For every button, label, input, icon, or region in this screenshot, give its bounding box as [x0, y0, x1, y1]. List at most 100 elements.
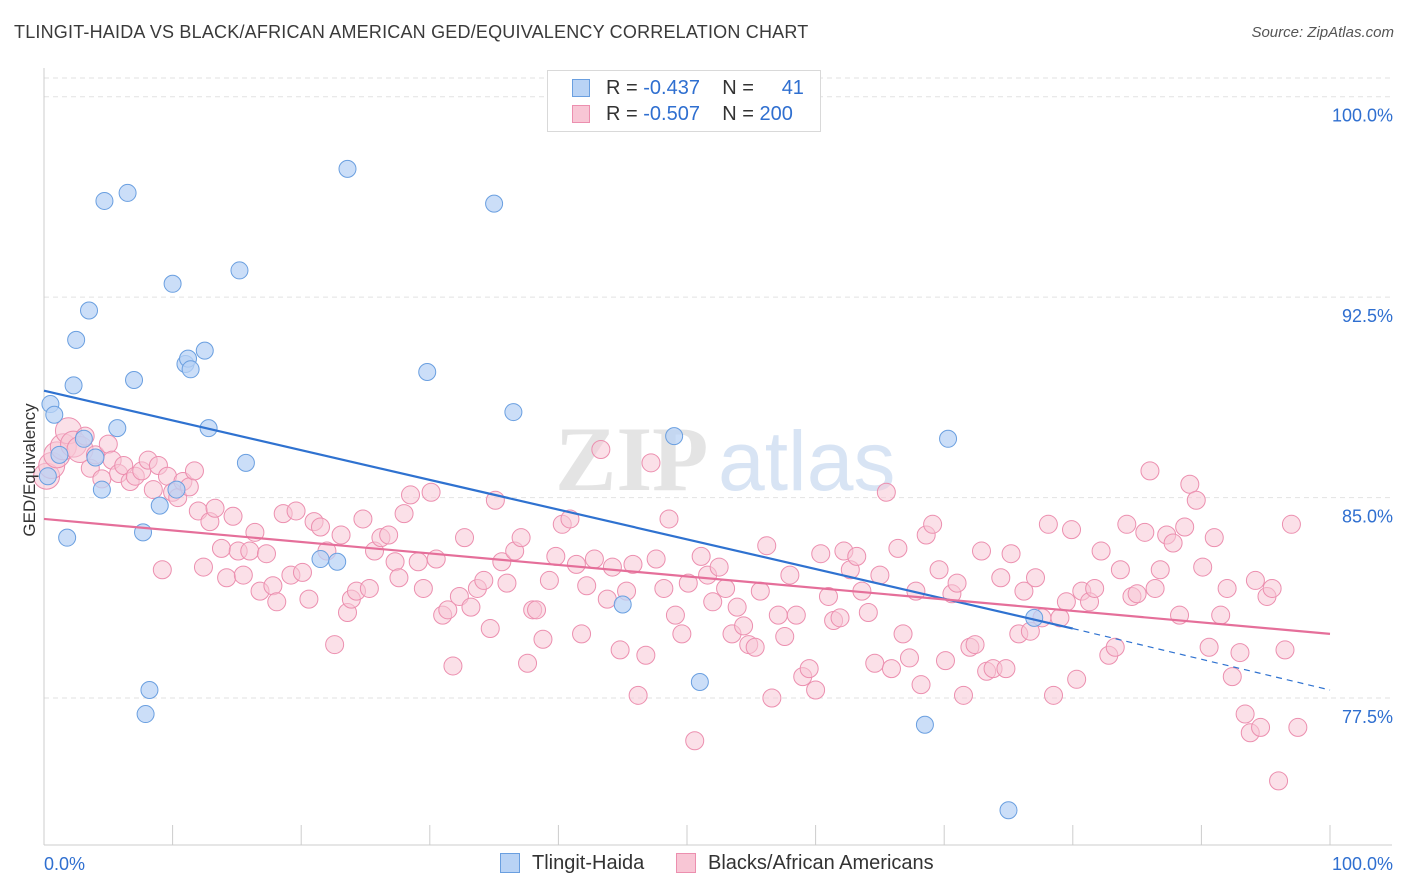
point-black-african-american	[385, 552, 405, 572]
point-tlingit-haida	[418, 362, 437, 381]
point-black-african-american	[1062, 520, 1082, 540]
point-black-african-american	[646, 549, 666, 569]
point-black-african-american	[876, 482, 896, 502]
point-tlingit-haida	[38, 467, 57, 486]
point-black-african-american	[865, 653, 885, 673]
point-black-african-american	[654, 578, 674, 598]
point-black-african-american	[888, 538, 908, 558]
point-black-african-american	[511, 528, 531, 548]
point-tlingit-haida	[665, 427, 684, 446]
point-tlingit-haida	[108, 419, 127, 438]
point-black-african-american	[518, 653, 538, 673]
point-black-african-american	[1230, 643, 1250, 663]
watermark-zip: ZIP	[555, 408, 708, 510]
point-black-african-american	[474, 570, 494, 590]
point-black-african-american	[292, 562, 312, 582]
point-black-african-american	[881, 659, 901, 679]
point-black-african-american	[893, 624, 913, 644]
y-tick-label: 85.0%	[1342, 507, 1393, 527]
point-tlingit-haida	[939, 429, 958, 448]
point-tlingit-haida	[181, 360, 200, 379]
point-tlingit-haida	[230, 261, 249, 280]
point-black-african-american	[847, 546, 867, 566]
chart-source: Source: ZipAtlas.com	[1251, 24, 1394, 41]
r-value-tlingit: -0.437	[643, 77, 700, 99]
point-black-african-american	[1199, 637, 1219, 657]
point-black-african-american	[750, 581, 770, 601]
point-black-african-american	[1056, 592, 1076, 612]
trendline-tlingit-haida-extension	[1072, 627, 1331, 691]
point-black-african-american	[408, 552, 428, 572]
point-tlingit-haida	[140, 681, 159, 699]
point-black-african-american	[1217, 578, 1237, 598]
point-tlingit-haida	[328, 552, 347, 571]
point-black-african-american	[703, 592, 723, 612]
point-black-african-american	[659, 509, 679, 529]
point-black-african-american	[971, 541, 991, 561]
x-tick-label: 100.0%	[1332, 854, 1393, 874]
point-tlingit-haida	[504, 403, 523, 422]
point-black-african-american	[628, 685, 648, 705]
point-black-african-american	[665, 605, 685, 625]
point-tlingit-haida	[915, 715, 934, 734]
n-label: N =	[722, 77, 754, 99]
point-black-african-american	[401, 485, 421, 505]
point-black-african-american	[818, 586, 838, 606]
point-black-african-american	[1026, 568, 1046, 588]
point-black-african-american	[1222, 667, 1242, 687]
point-black-african-american	[359, 578, 379, 598]
point-black-african-american	[899, 648, 919, 668]
point-black-african-american	[1175, 517, 1195, 537]
point-black-african-american	[1067, 669, 1087, 689]
point-black-african-american	[533, 629, 553, 649]
point-black-african-american	[1288, 717, 1308, 737]
point-black-african-american	[527, 600, 547, 620]
point-black-african-american	[205, 498, 225, 518]
point-tlingit-haida	[86, 448, 105, 467]
point-black-african-american	[572, 624, 592, 644]
point-tlingit-haida	[58, 528, 77, 547]
point-black-african-american	[413, 578, 433, 598]
r-label: R =	[606, 77, 638, 99]
y-tick-label: 100.0%	[1332, 106, 1393, 126]
point-black-african-american	[602, 557, 622, 577]
point-black-african-american	[389, 568, 409, 588]
point-tlingit-haida	[80, 301, 99, 320]
point-black-african-american	[597, 589, 617, 609]
point-black-african-american	[610, 640, 630, 660]
point-black-african-american	[566, 554, 586, 574]
point-black-african-american	[1110, 560, 1130, 580]
point-tlingit-haida	[236, 453, 255, 472]
point-black-african-american	[1001, 544, 1021, 564]
point-tlingit-haida	[64, 376, 83, 395]
point-black-african-american	[223, 506, 243, 526]
point-black-african-american	[455, 528, 475, 548]
point-tlingit-haida	[50, 445, 69, 464]
point-black-african-american	[799, 659, 819, 679]
point-black-african-american	[996, 659, 1016, 679]
point-black-african-american	[672, 624, 692, 644]
trendline-tlingit-haida	[43, 389, 1074, 630]
point-black-african-american	[623, 554, 643, 574]
point-black-african-american	[443, 656, 463, 676]
point-tlingit-haida	[136, 705, 155, 724]
point-black-african-american	[734, 616, 754, 636]
point-black-african-american	[331, 525, 351, 545]
point-black-african-american	[256, 544, 276, 564]
point-tlingit-haida	[485, 194, 504, 213]
trendline-black-african-american	[43, 517, 1331, 635]
point-black-african-american	[184, 461, 204, 481]
point-black-african-american	[727, 597, 747, 617]
point-black-african-american	[1038, 514, 1058, 534]
point-black-african-american	[947, 573, 967, 593]
point-black-african-american	[716, 578, 736, 598]
n-value-tlingit: 41	[781, 77, 804, 99]
point-tlingit-haida	[163, 274, 182, 293]
point-tlingit-haida	[67, 330, 86, 349]
tlingit-legend-label: Tlingit-Haida	[532, 852, 645, 874]
point-black-african-american	[775, 627, 795, 647]
x-tick-label: 0.0%	[44, 854, 85, 874]
y-tick-label: 92.5%	[1342, 306, 1393, 326]
point-tlingit-haida	[167, 480, 186, 499]
